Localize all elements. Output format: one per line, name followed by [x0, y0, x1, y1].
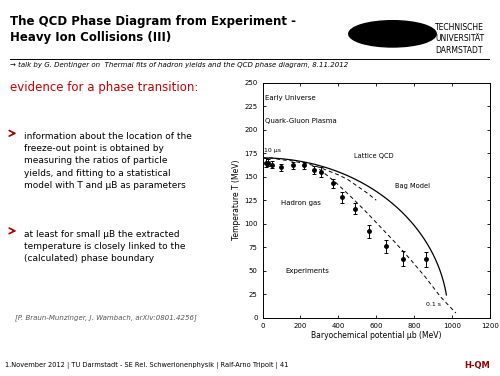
Text: information about the location of the
freeze-out point is obtained by
measuring : information about the location of the fr… [24, 132, 192, 190]
Text: [P. Braun-Munzinger, J. Wambach, arXiv:0801.4256]: [P. Braun-Munzinger, J. Wambach, arXiv:0… [14, 314, 196, 321]
Text: Bag Model: Bag Model [395, 183, 430, 189]
Text: 1.November 2012 | TU Darmstadt - SE Rel. Schwerionenphysik | Ralf-Arno Tripolt |: 1.November 2012 | TU Darmstadt - SE Rel.… [5, 362, 288, 369]
Text: Quark-Gluon Plasma: Quark-Gluon Plasma [264, 118, 336, 124]
Text: TECHNISCHE
UNIVERSITÄT
DARMSTADT: TECHNISCHE UNIVERSITÄT DARMSTADT [435, 23, 484, 55]
Circle shape [349, 21, 436, 47]
Text: Experiments: Experiments [285, 268, 329, 274]
Text: evidence for a phase transition:: evidence for a phase transition: [10, 81, 198, 94]
Text: Hadron gas: Hadron gas [282, 200, 322, 206]
X-axis label: Baryochemical potential μb (MeV): Baryochemical potential μb (MeV) [311, 331, 442, 340]
Y-axis label: Temperature T (MeV): Temperature T (MeV) [232, 160, 241, 241]
Text: Early Universe: Early Universe [266, 95, 316, 101]
Text: 10 μs: 10 μs [264, 148, 281, 153]
Text: The QCD Phase Diagram from Experiment -
Heavy Ion Collisions (III): The QCD Phase Diagram from Experiment - … [10, 15, 296, 44]
Text: Lattice QCD: Lattice QCD [354, 153, 393, 159]
Text: at least for small μB the extracted
temperature is closely linked to the
(calcul: at least for small μB the extracted temp… [24, 230, 186, 263]
Text: 0.1 s: 0.1 s [426, 302, 440, 308]
Text: → talk by G. Dentinger on  Thermal fits of hadron yields and the QCD phase diagr: → talk by G. Dentinger on Thermal fits o… [10, 62, 348, 68]
Text: H-QM: H-QM [464, 361, 490, 370]
